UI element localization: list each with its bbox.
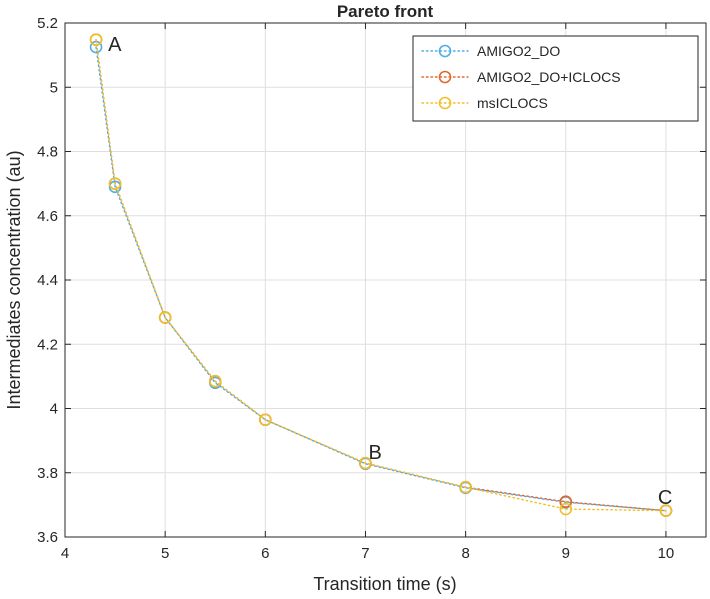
legend-label: AMIGO2_DO+ICLOCS <box>477 69 621 85</box>
y-tick-label: 3.8 <box>37 465 58 482</box>
legend: AMIGO2_DO AMIGO2_DO+ICLOCS msICLOCS <box>412 35 699 122</box>
x-tick-label: 9 <box>562 545 570 562</box>
x-axis-label: Transition time (s) <box>313 574 456 594</box>
legend-box <box>412 35 699 122</box>
legend-marker <box>438 44 452 58</box>
data-point <box>208 374 222 388</box>
x-tick-label: 4 <box>61 545 69 562</box>
legend-label: msICLOCS <box>477 95 548 111</box>
data-point <box>559 502 573 516</box>
data-point <box>359 456 372 470</box>
y-tick-label: 3.6 <box>37 529 58 546</box>
y-tick-label: 5.2 <box>37 15 58 32</box>
tick-layer: 4 5 6 7 8 9 10 3.6 3.8 4 4.2 4.4 4.6 4.8 5 5.2 <box>37 15 706 562</box>
x-tick-label: 5 <box>161 545 169 562</box>
y-tick-label: 4 <box>50 401 58 418</box>
x-tick-label: 7 <box>361 545 369 562</box>
point-annotation: C <box>658 487 672 509</box>
point-annotation: A <box>108 34 122 56</box>
legend-marker <box>438 96 452 110</box>
y-tick-label: 4.8 <box>37 144 58 161</box>
y-tick-label: 5 <box>50 79 58 96</box>
x-tick-label: 10 <box>658 545 675 562</box>
legend-entry: msICLOCS <box>421 95 548 111</box>
legend-entry: AMIGO2_DO <box>421 43 560 59</box>
data-point <box>158 311 172 324</box>
y-tick-label: 4.4 <box>37 272 58 289</box>
series-msiclocs <box>89 33 673 517</box>
legend-label: AMIGO2_DO <box>477 43 560 59</box>
x-tick-label: 6 <box>261 545 269 562</box>
annotation-layer: A B C <box>108 34 672 509</box>
legend-marker <box>438 70 452 84</box>
legend-items: AMIGO2_DO AMIGO2_DO+ICLOCS msICLOCS <box>421 43 621 111</box>
y-tick-label: 4.2 <box>37 336 58 353</box>
data-point <box>108 180 122 194</box>
data-point <box>259 413 272 427</box>
y-tick-label: 4.6 <box>37 208 58 225</box>
y-axis-label: Intermediates concentration (au) <box>4 150 24 409</box>
chart-title: Pareto front <box>337 2 434 21</box>
data-point <box>659 504 673 517</box>
series-line <box>95 39 667 512</box>
series-layer <box>89 33 673 517</box>
data-point <box>89 33 103 47</box>
x-tick-label: 8 <box>461 545 469 562</box>
legend-entry: AMIGO2_DO+ICLOCS <box>421 69 621 85</box>
data-point <box>559 495 573 508</box>
data-point <box>108 177 122 190</box>
point-annotation: B <box>368 442 381 464</box>
data-point <box>459 480 472 494</box>
